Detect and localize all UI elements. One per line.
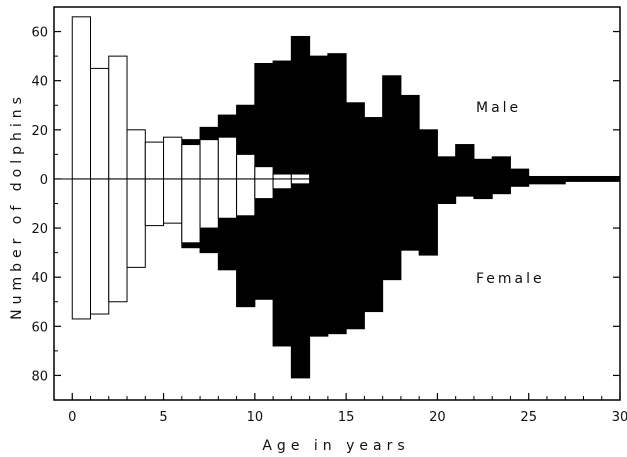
- x-tick-label-30: 30: [612, 410, 627, 425]
- bar-female-21: [455, 178, 475, 197]
- bar-female-16: [363, 178, 384, 313]
- bar-female-immature-11: [272, 178, 292, 190]
- bar-female-20: [436, 178, 457, 204]
- bar-female-26: [546, 178, 566, 185]
- x-tick-label-20: 20: [429, 410, 446, 425]
- x-tick-label-5: 5: [159, 410, 167, 425]
- bar-female-immature-0: [71, 178, 92, 320]
- bar-female-immature-7: [199, 178, 219, 229]
- male-label: Male: [476, 100, 521, 116]
- bar-female-immature-3: [126, 178, 146, 268]
- bar-female-immature-4: [144, 178, 165, 227]
- bar-female-22: [473, 178, 493, 200]
- y-tick-label-4: 20: [31, 222, 48, 237]
- bar-male-22: [473, 158, 493, 180]
- y-tick-label-3: 0: [40, 173, 48, 188]
- bars-layer: [71, 16, 621, 379]
- x-tick-label-10: 10: [247, 410, 264, 425]
- bar-male-19: [418, 129, 438, 180]
- bar-male-15: [345, 102, 365, 180]
- bar-female-15: [345, 178, 365, 330]
- bar-male-23: [491, 156, 511, 180]
- bar-female-18: [400, 178, 420, 251]
- bar-male-20: [436, 156, 457, 180]
- bar-male-immature-10: [254, 166, 274, 180]
- bar-female-13: [309, 178, 329, 337]
- bar-male-immature-3: [126, 129, 146, 180]
- bar-male-16: [363, 117, 384, 180]
- bar-male-immature-12: [290, 173, 311, 180]
- bar-male-17: [382, 75, 402, 180]
- bar-female-immature-10: [254, 178, 274, 200]
- bar-female-immature-9: [236, 178, 256, 217]
- bar-male-immature-1: [90, 67, 110, 180]
- x-axis-title: Age in years: [262, 438, 409, 454]
- bar-male-immature-6: [181, 144, 201, 180]
- bar-female-19: [418, 178, 438, 256]
- bar-male-13: [309, 55, 329, 180]
- bar-male-immature-5: [163, 136, 183, 180]
- x-tick-label-25: 25: [520, 410, 537, 425]
- bar-female-immature-8: [217, 178, 238, 219]
- x-tick-label-0: 0: [68, 410, 76, 425]
- bar-female-immature-6: [181, 178, 201, 244]
- bar-male-11: [272, 60, 292, 180]
- bar-male-12: [290, 35, 311, 180]
- bar-male-immature-2: [108, 55, 128, 180]
- bar-female-12: [290, 178, 311, 379]
- bar-female-23: [491, 178, 511, 195]
- bar-male-immature-0: [71, 16, 92, 180]
- bar-female-immature-12: [290, 178, 311, 185]
- bar-male-10: [254, 62, 274, 180]
- ticks-layer: 0 5 10 15 20 25 30 60 40 20 0 20 40 60 80: [31, 6, 627, 425]
- bar-female-24: [509, 178, 530, 187]
- bar-female-17: [382, 178, 402, 281]
- y-tick-label-2: 20: [31, 124, 48, 139]
- bar-female-14: [327, 178, 347, 335]
- bar-female-immature-2: [108, 178, 128, 303]
- y-tick-label-0: 60: [31, 26, 48, 41]
- bar-female-25: [528, 178, 548, 185]
- bar-female-11: [272, 178, 292, 347]
- y-tick-label-1: 40: [31, 75, 48, 90]
- bar-male-24: [509, 168, 530, 180]
- female-label: Female: [476, 271, 545, 287]
- y-tick-label-6: 60: [31, 320, 48, 335]
- bar-male-immature-8: [217, 136, 238, 180]
- bar-male-18: [400, 94, 420, 180]
- bar-female-immature-5: [163, 178, 183, 224]
- bar-male-21: [455, 144, 475, 180]
- bar-male-14: [327, 53, 347, 180]
- y-tick-label-5: 40: [31, 271, 48, 286]
- bar-female-immature-1: [90, 178, 110, 315]
- bar-male-immature-9: [236, 153, 256, 180]
- bar-male-immature-11: [272, 173, 292, 180]
- bar-male-immature-4: [144, 141, 165, 180]
- y-axis-title: Number of dolphins: [9, 92, 25, 320]
- x-tick-label-15: 15: [338, 410, 355, 425]
- y-tick-label-7: 80: [31, 369, 48, 384]
- bar-male-immature-7: [199, 139, 219, 180]
